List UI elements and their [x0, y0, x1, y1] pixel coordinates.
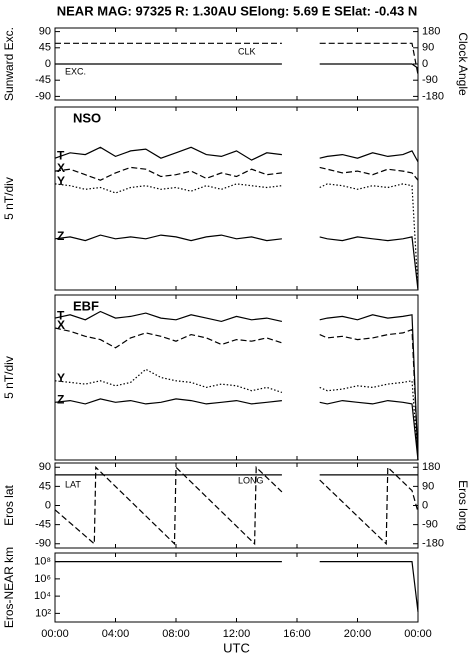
y-tick-label: 0 [45, 499, 51, 511]
y-tick-label: 0 [45, 58, 51, 70]
series-line [55, 63, 419, 69]
series-label: CLK [238, 47, 256, 57]
y2-tick-label: -90 [422, 519, 438, 531]
series-line [54, 183, 419, 291]
series-line [54, 327, 419, 461]
series-label: Y [57, 371, 65, 385]
x-tick-label: 12:00 [223, 628, 251, 640]
y2-tick-label: -90 [422, 74, 438, 86]
y-tick-label: 10⁶ [34, 573, 51, 585]
y-tick-label: 10⁴ [34, 590, 51, 602]
y-tick-label: -45 [35, 519, 51, 531]
series-label: T [57, 308, 65, 322]
chart-title: NEAR MAG: 97325 R: 1.30AU SElong: 5.69 E… [57, 3, 418, 18]
y-axis-label: 5 nT/div [2, 356, 16, 399]
series-line [54, 310, 419, 461]
series-label: T [57, 148, 65, 162]
y-tick-label: -90 [35, 538, 51, 550]
panel-title: NSO [73, 110, 101, 125]
y2-tick-label: -180 [422, 538, 444, 550]
y-tick-label: 45 [39, 480, 51, 492]
y-axis-label: 5 nT/div [2, 177, 16, 220]
y-tick-label: -90 [35, 90, 51, 102]
y-tick-label: 90 [39, 26, 51, 38]
x-tick-label: 00:00 [404, 628, 432, 640]
series-line [54, 368, 419, 461]
series-line [55, 561, 419, 612]
x-tick-label: 00:00 [41, 628, 69, 640]
y2-tick-label: 0 [422, 58, 428, 70]
series-label: LAT [65, 479, 81, 489]
y2-axis-label: Clock Angle [456, 32, 470, 96]
x-tick-label: 04:00 [102, 628, 130, 640]
series-label: X [57, 161, 65, 175]
series-label: EXC. [65, 66, 86, 76]
y2-tick-label: 90 [422, 42, 434, 54]
series-line [54, 398, 419, 461]
x-tick-label: 20:00 [344, 628, 372, 640]
panel-title: EBF [73, 298, 99, 313]
series-line [54, 234, 419, 291]
y2-tick-label: 0 [422, 499, 428, 511]
series-label: Z [57, 392, 64, 406]
series-line [54, 465, 419, 546]
y2-tick-label: 180 [422, 26, 440, 38]
y-axis-label: Sunward Exc. [2, 27, 16, 101]
y-tick-label: 10² [35, 607, 51, 619]
y-tick-label: -45 [35, 74, 51, 86]
series-label: LONG [238, 475, 264, 485]
y2-tick-label: 90 [422, 480, 434, 492]
series-label: Z [57, 229, 64, 243]
x-axis-label: UTC [223, 640, 250, 655]
series-label: X [57, 318, 65, 332]
y2-tick-label: -180 [422, 90, 444, 102]
x-tick-label: 16:00 [283, 628, 311, 640]
series-label: Y [57, 174, 65, 188]
series-line [54, 146, 419, 163]
y-tick-label: 90 [39, 461, 51, 473]
y-tick-label: 10⁸ [34, 556, 51, 568]
y2-tick-label: 180 [422, 461, 440, 473]
y-axis-label: Eros-NEAR km [2, 547, 16, 628]
series-line [54, 166, 419, 181]
y-tick-label: 45 [39, 42, 51, 54]
x-tick-label: 08:00 [162, 628, 190, 640]
y2-axis-label: Eros long [456, 480, 470, 531]
series-line [55, 42, 419, 75]
y-axis-label: Eros lat [2, 484, 16, 525]
